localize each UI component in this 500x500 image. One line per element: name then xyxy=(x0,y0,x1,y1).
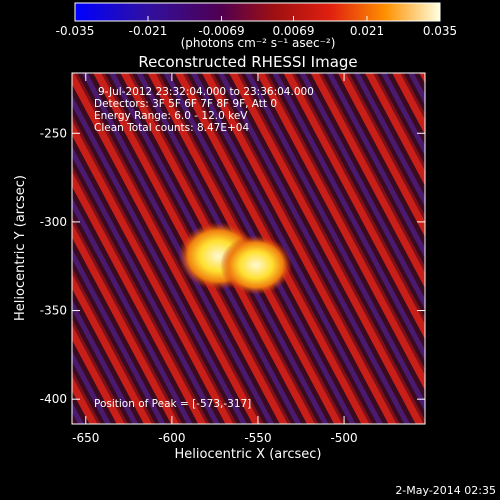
chart-title: Reconstructed RHESSI Image xyxy=(138,53,357,71)
colorbar-tick-label: 0.021 xyxy=(350,24,384,38)
y-tick-label: -350 xyxy=(40,304,67,318)
colorbar-tick-label: 0.0069 xyxy=(272,24,314,38)
source xyxy=(220,235,292,295)
colorbar-label: (photons cm⁻² s⁻¹ asec⁻²) xyxy=(181,36,336,50)
peak-label: Position of Peak = [-573,-317] xyxy=(94,398,251,410)
annotation: Energy Range: 6.0 - 12.0 keV xyxy=(94,110,248,122)
annotation: Clean Total counts: 8.47E+04 xyxy=(94,122,249,134)
colorbar-tick-label: 0.035 xyxy=(423,24,457,38)
x-tick-label: -500 xyxy=(330,431,357,445)
y-tick-label: -250 xyxy=(40,126,67,140)
x-tick-label: -600 xyxy=(158,431,185,445)
annotation: Detectors: 3F 5F 6F 7F 8F 9F, Att 0 xyxy=(94,98,277,110)
colorbar-tick-label: -0.0069 xyxy=(198,24,244,38)
footer: 2-May-2014 02:35 xyxy=(395,484,496,497)
plot-frame xyxy=(71,72,426,425)
x-tick-label: -550 xyxy=(244,431,271,445)
x-axis-label: Heliocentric X (arcsec) xyxy=(175,447,322,462)
colorbar xyxy=(74,2,441,22)
y-tick-label: -300 xyxy=(40,215,67,229)
y-tick-label: -400 xyxy=(40,392,67,406)
x-tick-label: -650 xyxy=(72,431,99,445)
y-axis-label: Heliocentric Y (arcsec) xyxy=(13,175,28,321)
colorbar-tick-label: -0.021 xyxy=(129,24,168,38)
colorbar-tick-label: -0.035 xyxy=(56,24,95,38)
annotation: 9-Jul-2012 23:32:04.000 to 23:36:04.000 xyxy=(98,86,314,98)
